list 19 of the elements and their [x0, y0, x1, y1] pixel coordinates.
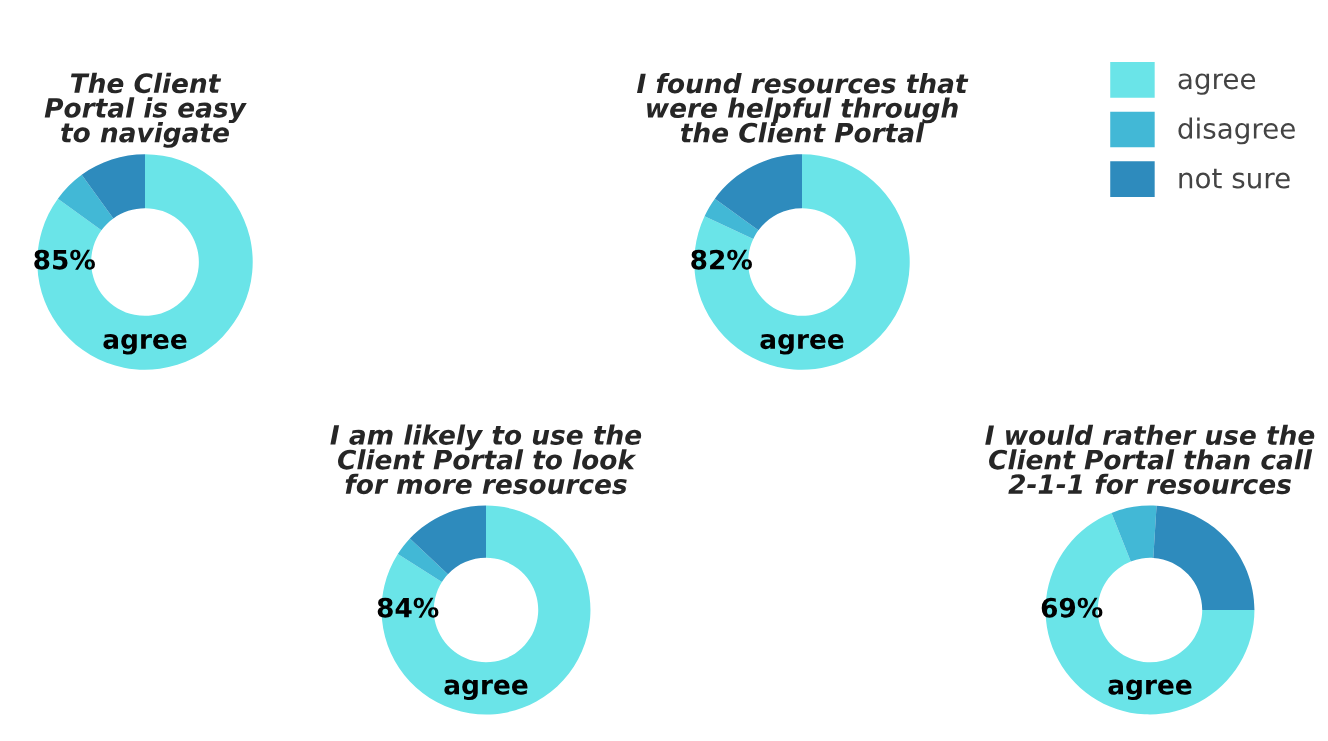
donut-slice [1153, 505, 1255, 610]
text: agree [760, 334, 844, 355]
donut-slice [714, 154, 802, 231]
text: agree [444, 679, 528, 701]
text: The Client Portal is easy to navigate [44, 72, 247, 148]
donut-slice [1111, 505, 1157, 562]
legend-label: agree [1178, 73, 1256, 95]
legend-label: disagree [1178, 117, 1295, 145]
donut-slice [704, 198, 759, 240]
donut-slice [57, 174, 114, 231]
text: agree [103, 334, 187, 355]
donut-slice [81, 154, 145, 219]
chart-title: I would rather use the Client Portal than call 2-1-1 for resources [985, 424, 1315, 495]
donut-slice [409, 505, 486, 575]
text: agree [1108, 679, 1192, 701]
donut-slice [397, 538, 448, 583]
chart-title: I found resources that were helpful through the Client Portal [637, 73, 969, 143]
chart-title: I am likely to use the Client Portal to look for more resources [330, 424, 642, 495]
legend-label: not sure [1179, 168, 1290, 189]
